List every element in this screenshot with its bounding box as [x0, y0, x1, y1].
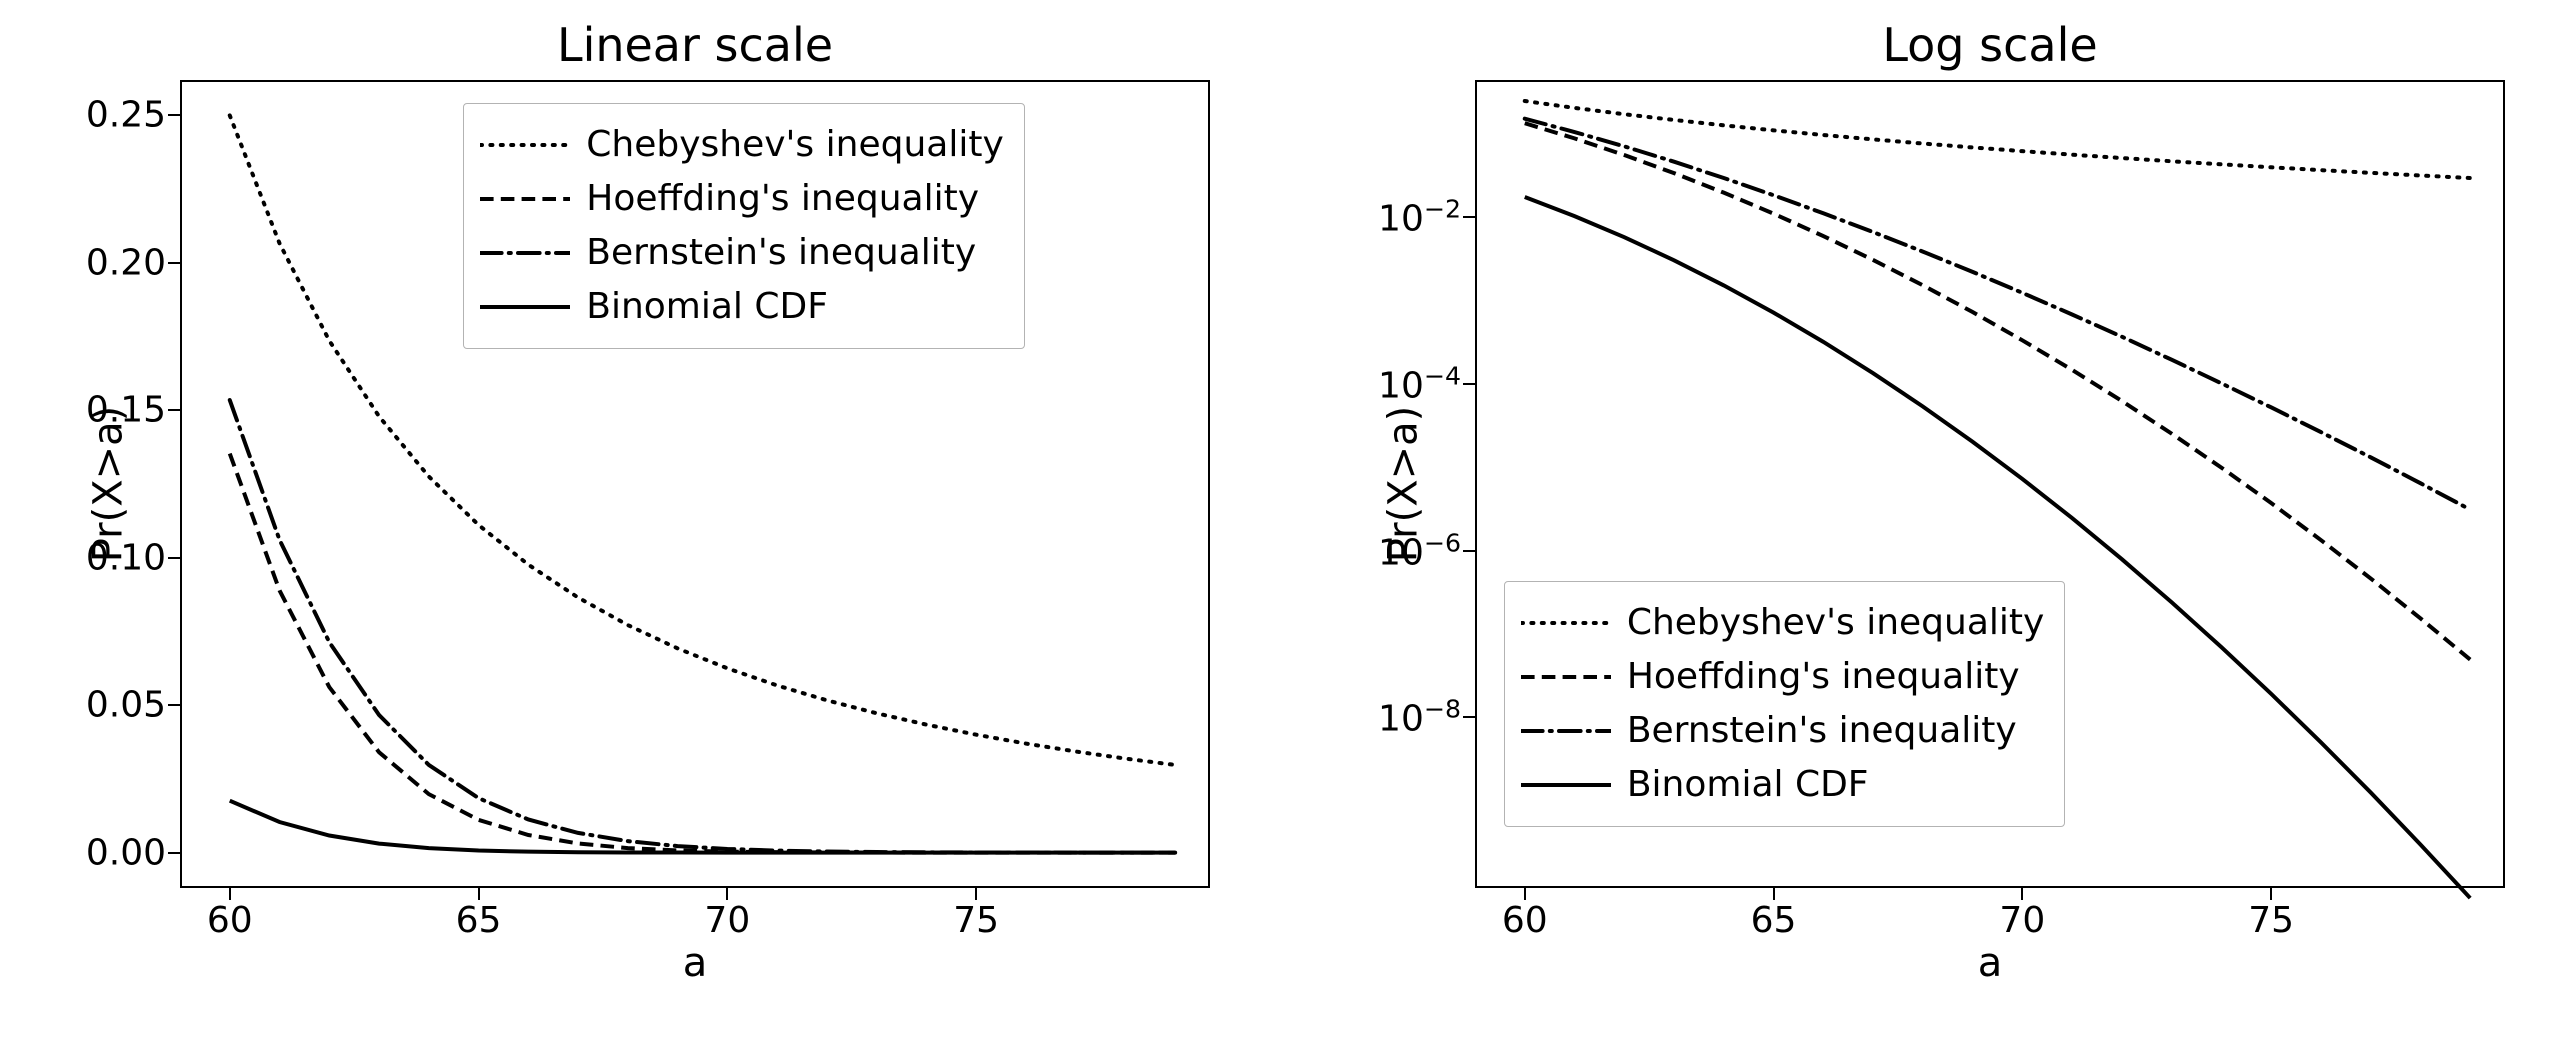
legend-swatch-bernstein — [480, 243, 570, 263]
series-hoeffding — [230, 454, 1175, 853]
x-tick-label: 60 — [1502, 900, 1548, 941]
series-chebyshev — [1525, 101, 2470, 178]
legend-label: Hoeffding's inequality — [586, 178, 979, 219]
legend-swatch-binomial — [480, 297, 570, 317]
y-tick-label: 10−4 — [1378, 362, 1461, 407]
y-tick-mark — [168, 557, 180, 559]
x-tick-label: 75 — [953, 900, 999, 941]
series-binomial — [230, 801, 1175, 853]
legend-swatch-hoeffding — [480, 189, 570, 209]
legend-row: Binomial CDF — [1521, 758, 2045, 812]
series-bernstein — [230, 400, 1175, 853]
legend-row: Bernstein's inequality — [1521, 704, 2045, 758]
legend-row: Hoeffding's inequality — [1521, 650, 2045, 704]
y-tick-mark — [168, 704, 180, 706]
x-axis-label: a — [1475, 940, 2505, 986]
x-tick-label: 70 — [704, 900, 750, 941]
x-tick-mark — [478, 888, 480, 900]
series-bernstein — [1525, 119, 2470, 510]
x-tick-mark — [1524, 888, 1526, 900]
legend: Chebyshev's inequality Hoeffding's inequa… — [463, 103, 1025, 349]
series-hoeffding — [1525, 123, 2470, 659]
panel-log: Log scale a Pr(X>a) Chebyshev's inequali… — [1475, 80, 2505, 888]
legend: Chebyshev's inequality Hoeffding's inequa… — [1504, 581, 2066, 827]
y-tick-label: 10−6 — [1378, 528, 1461, 573]
x-tick-mark — [975, 888, 977, 900]
y-tick-label: 0.00 — [86, 832, 166, 873]
legend-label: Binomial CDF — [586, 286, 828, 327]
panel-title: Linear scale — [180, 18, 1210, 72]
legend-swatch-chebyshev — [1521, 613, 1611, 633]
legend-swatch-chebyshev — [480, 135, 570, 155]
legend-label: Bernstein's inequality — [586, 232, 976, 273]
y-tick-mark — [168, 114, 180, 116]
y-tick-label: 0.05 — [86, 685, 166, 726]
x-tick-label: 65 — [456, 900, 502, 941]
y-tick-mark — [1463, 216, 1475, 218]
x-tick-label: 75 — [2248, 900, 2294, 941]
x-tick-mark — [726, 888, 728, 900]
x-tick-mark — [2021, 888, 2023, 900]
y-tick-mark — [168, 852, 180, 854]
legend-label: Chebyshev's inequality — [1627, 602, 2045, 643]
x-tick-mark — [1773, 888, 1775, 900]
y-tick-mark — [1463, 716, 1475, 718]
y-tick-mark — [1463, 383, 1475, 385]
legend-label: Binomial CDF — [1627, 764, 1869, 805]
x-axis-label: a — [180, 940, 1210, 986]
x-tick-mark — [229, 888, 231, 900]
legend-swatch-bernstein — [1521, 721, 1611, 741]
y-tick-label: 0.25 — [86, 95, 166, 136]
legend-row: Chebyshev's inequality — [1521, 596, 2045, 650]
y-tick-label: 0.10 — [86, 537, 166, 578]
legend-row: Chebyshev's inequality — [480, 118, 1004, 172]
legend-label: Chebyshev's inequality — [586, 124, 1004, 165]
x-tick-label: 60 — [207, 900, 253, 941]
y-tick-mark — [1463, 550, 1475, 552]
legend-row: Binomial CDF — [480, 280, 1004, 334]
x-tick-label: 70 — [1999, 900, 2045, 941]
legend-label: Bernstein's inequality — [1627, 710, 2017, 751]
x-tick-label: 65 — [1751, 900, 1797, 941]
legend-label: Hoeffding's inequality — [1627, 656, 2020, 697]
y-tick-label: 10−8 — [1378, 695, 1461, 740]
panel-linear: Linear scale a Pr(X>a) Chebyshev's inequ… — [180, 80, 1210, 888]
y-tick-label: 0.20 — [86, 242, 166, 283]
legend-swatch-binomial — [1521, 775, 1611, 795]
y-tick-label: 0.15 — [86, 390, 166, 431]
y-tick-mark — [168, 262, 180, 264]
panel-title: Log scale — [1475, 18, 2505, 72]
y-tick-label: 10−2 — [1378, 195, 1461, 240]
legend-swatch-hoeffding — [1521, 667, 1611, 687]
legend-row: Bernstein's inequality — [480, 226, 1004, 280]
legend-row: Hoeffding's inequality — [480, 172, 1004, 226]
y-tick-mark — [168, 409, 180, 411]
x-tick-mark — [2270, 888, 2272, 900]
figure: Linear scale a Pr(X>a) Chebyshev's inequ… — [0, 0, 2565, 1061]
